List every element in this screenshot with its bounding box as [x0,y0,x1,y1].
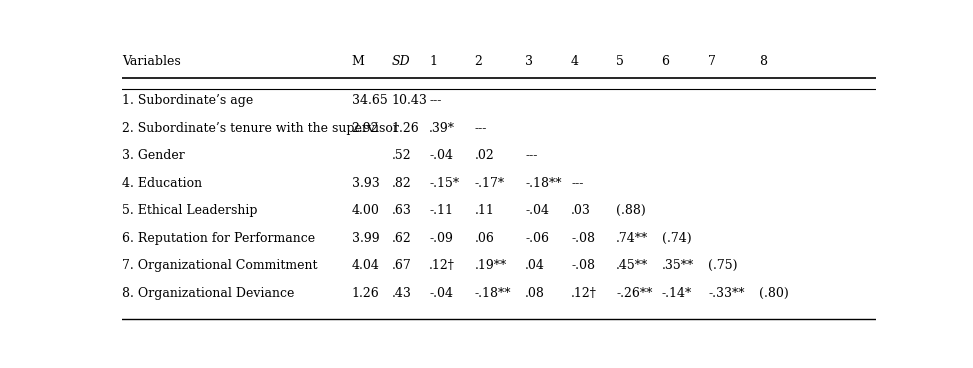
Text: 3.93: 3.93 [351,177,379,190]
Text: .35**: .35** [662,259,694,272]
Text: (.80): (.80) [759,287,788,300]
Text: ---: --- [571,177,584,190]
Text: -.14*: -.14* [662,287,692,300]
Text: 4: 4 [571,56,579,68]
Text: -.18**: -.18** [475,287,511,300]
Text: 2.92: 2.92 [351,122,379,135]
Text: .43: .43 [391,287,412,300]
Text: -.08: -.08 [571,259,595,272]
Text: 3: 3 [525,56,533,68]
Text: .45**: .45** [616,259,649,272]
Text: 4.00: 4.00 [351,204,379,217]
Text: .11: .11 [475,204,494,217]
Text: 5. Ethical Leadership: 5. Ethical Leadership [122,204,257,217]
Text: (.74): (.74) [662,232,691,245]
Text: -.04: -.04 [525,204,549,217]
Text: -.33**: -.33** [708,287,744,300]
Text: 7: 7 [708,56,716,68]
Text: .19**: .19** [475,259,507,272]
Text: .06: .06 [475,232,494,245]
Text: .04: .04 [525,259,545,272]
Text: 34.65: 34.65 [351,94,387,107]
Text: -.08: -.08 [571,232,595,245]
Text: 1. Subordinate’s age: 1. Subordinate’s age [122,94,253,107]
Text: -.04: -.04 [429,149,453,162]
Text: SD: SD [391,56,411,68]
Text: -.04: -.04 [429,287,453,300]
Text: .39*: .39* [429,122,455,135]
Text: .74**: .74** [616,232,649,245]
Text: .52: .52 [391,149,412,162]
Text: ---: --- [525,149,537,162]
Text: 3.99: 3.99 [351,232,379,245]
Text: 1.26: 1.26 [391,122,419,135]
Text: .63: .63 [391,204,412,217]
Text: .82: .82 [391,177,412,190]
Text: .03: .03 [571,204,591,217]
Text: 6: 6 [662,56,669,68]
Text: -.26**: -.26** [616,287,653,300]
Text: 4. Education: 4. Education [122,177,201,190]
Text: 8. Organizational Deviance: 8. Organizational Deviance [122,287,294,300]
Text: (.75): (.75) [708,259,738,272]
Text: -.09: -.09 [429,232,453,245]
Text: 5: 5 [616,56,624,68]
Text: .67: .67 [391,259,412,272]
Text: 2. Subordinate’s tenure with the supervisor: 2. Subordinate’s tenure with the supervi… [122,122,399,135]
Text: 1: 1 [429,56,437,68]
Text: -.17*: -.17* [475,177,505,190]
Text: .12†: .12† [571,287,596,300]
Text: 1.26: 1.26 [351,287,379,300]
Text: M: M [351,56,365,68]
Text: -.15*: -.15* [429,177,459,190]
Text: 10.43: 10.43 [391,94,427,107]
Text: .62: .62 [391,232,412,245]
Text: 4.04: 4.04 [351,259,379,272]
Text: Variables: Variables [122,56,180,68]
Text: .02: .02 [475,149,494,162]
Text: ---: --- [475,122,486,135]
Text: .12†: .12† [429,259,455,272]
Text: 7. Organizational Commitment: 7. Organizational Commitment [122,259,317,272]
Text: 6. Reputation for Performance: 6. Reputation for Performance [122,232,314,245]
Text: ---: --- [429,94,442,107]
Text: -.11: -.11 [429,204,453,217]
Text: 8: 8 [759,56,767,68]
Text: .08: .08 [525,287,545,300]
Text: -.06: -.06 [525,232,549,245]
Text: 3. Gender: 3. Gender [122,149,184,162]
Text: (.88): (.88) [616,204,646,217]
Text: 2: 2 [475,56,483,68]
Text: -.18**: -.18** [525,177,561,190]
